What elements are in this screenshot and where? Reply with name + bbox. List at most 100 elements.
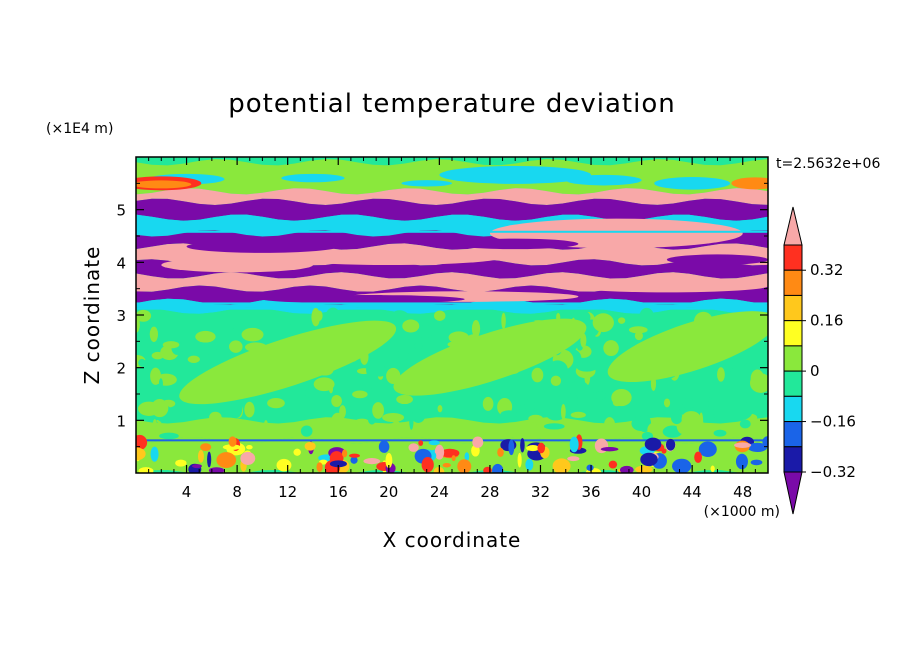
colorbar-swatch — [783, 294, 803, 322]
texture-cell — [671, 309, 690, 322]
texture-cell — [195, 330, 216, 343]
texture-cell — [567, 456, 580, 462]
texture-cell — [611, 389, 632, 407]
texture-cell — [517, 452, 522, 468]
texture-cell — [525, 458, 534, 471]
contour-line — [136, 230, 768, 233]
contour-features — [136, 165, 768, 473]
texture-cell — [325, 307, 341, 326]
texture-cell — [331, 394, 342, 408]
texture-cell — [586, 464, 594, 471]
texture-cell — [228, 436, 237, 447]
texture-cell — [151, 351, 164, 360]
texture-cell — [663, 398, 671, 408]
texture-cell — [726, 423, 734, 435]
colorbar-extend-bottom — [783, 471, 803, 515]
texture-cell — [482, 396, 494, 411]
texture-cell — [391, 421, 402, 432]
colorbar-swatch — [783, 269, 803, 296]
texture-cell — [750, 369, 765, 388]
texture-cell — [552, 458, 571, 473]
texture-cell — [352, 390, 368, 399]
texture-cell — [492, 463, 504, 473]
contour-cell — [186, 240, 339, 253]
texture-cell — [640, 452, 658, 467]
texture-cell — [246, 445, 253, 450]
texture-cell — [440, 320, 460, 329]
texture-cell — [442, 401, 461, 412]
x-tick-label: 48 — [733, 483, 752, 501]
contour-cell — [452, 238, 579, 250]
x-axis-ticks: 4 8 12 16 20 24 28 32 36 40 44 48 — [148, 157, 756, 501]
texture-cell — [198, 450, 204, 463]
texture-cell — [603, 417, 616, 434]
texture-cell — [592, 313, 614, 333]
texture-cell — [304, 441, 316, 451]
texture-cell — [603, 340, 619, 357]
contour-band — [136, 230, 768, 250]
x-tick-label: 12 — [278, 483, 297, 501]
texture-cell — [451, 455, 456, 462]
texture-cell — [151, 399, 169, 418]
y-tick-label: 5 — [116, 202, 126, 220]
contour-cell — [654, 177, 731, 190]
colorbar-tick-label: 0 — [810, 362, 820, 380]
texture-cell — [568, 392, 578, 411]
texture-cell — [543, 423, 565, 430]
colorbar-extend-top — [783, 206, 803, 246]
texture-cell — [229, 340, 243, 353]
texture-cell — [743, 363, 753, 373]
texture-cell — [434, 444, 445, 460]
y-axis-label: Z coordinate — [80, 246, 104, 385]
texture-cell — [418, 440, 424, 446]
contour-cell — [731, 177, 768, 190]
texture-cell — [162, 341, 180, 349]
texture-cell — [244, 401, 255, 418]
colorbar-swatch — [783, 345, 803, 372]
contour-cell — [262, 294, 465, 304]
texture-cell — [329, 460, 347, 468]
texture-cell — [698, 441, 717, 457]
texture-cell — [378, 440, 390, 453]
texture-cell — [530, 422, 539, 442]
texture-cell — [608, 460, 618, 469]
texture-cell — [526, 445, 540, 452]
texture-cell — [409, 411, 414, 430]
texture-cell — [747, 442, 768, 453]
texture-cell — [672, 458, 692, 473]
texture-cell — [448, 331, 469, 344]
texture-cell — [209, 411, 222, 424]
colorbar-swatch — [783, 446, 803, 473]
contour-cell — [666, 254, 768, 265]
texture-cell — [405, 403, 420, 421]
texture-cell — [550, 375, 562, 387]
x-tick-label: 4 — [182, 483, 192, 501]
texture-cell — [617, 317, 626, 324]
texture-cell — [300, 425, 313, 437]
texture-cell — [158, 378, 163, 390]
y-units-label: (×1E4 m) — [46, 121, 113, 137]
texture-cell — [471, 320, 481, 338]
contour-cell — [565, 279, 768, 293]
texture-cell — [208, 467, 225, 473]
texture-cell — [219, 417, 224, 427]
texture-cell — [657, 383, 669, 395]
texture-cell — [735, 453, 748, 470]
texture-cell — [543, 382, 549, 393]
colorbar: 0.32 0.16 0 −0.16 −0.32 — [783, 206, 856, 515]
texture-cell — [155, 373, 177, 386]
texture-cell — [520, 438, 525, 453]
texture-cell — [311, 307, 321, 327]
texture-cell — [397, 348, 409, 361]
texture-cell — [150, 446, 159, 462]
contour-cell — [179, 320, 397, 405]
texture-cell — [149, 326, 159, 342]
texture-cell — [200, 443, 212, 452]
texture-cell — [316, 462, 323, 472]
texture-cell — [708, 397, 713, 416]
texture-cell — [366, 359, 380, 380]
texture-cell — [545, 406, 566, 421]
contour-band — [136, 198, 768, 221]
texture-cell — [628, 326, 648, 334]
